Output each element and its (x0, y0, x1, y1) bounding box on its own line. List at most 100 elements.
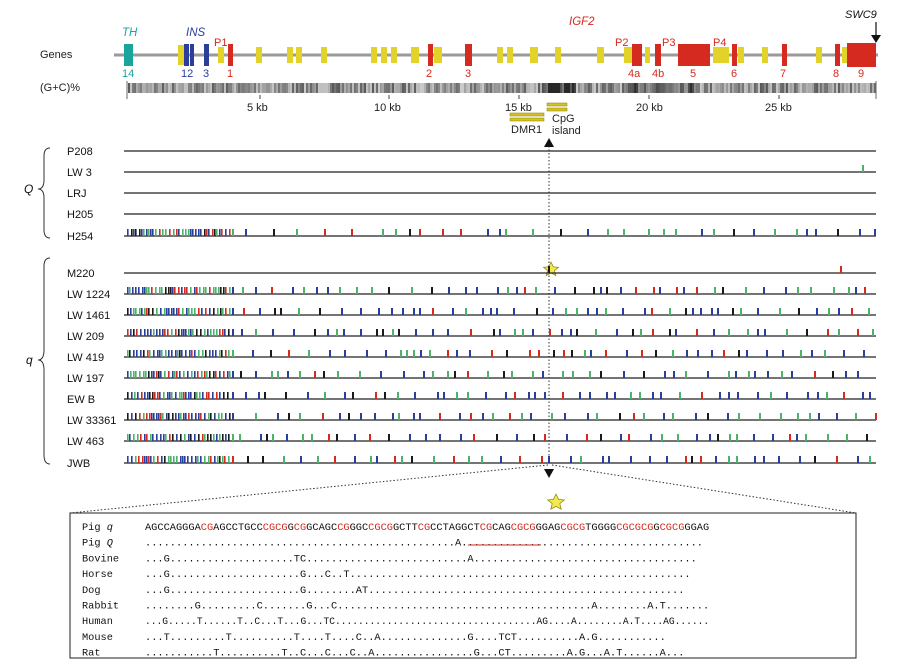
variant-mark (210, 413, 212, 420)
variant-mark (232, 413, 234, 420)
variant-mark (496, 308, 498, 315)
variant-mark (178, 308, 180, 315)
variant-mark (807, 392, 809, 399)
scale-tick-25kb: 25 kb (765, 102, 792, 114)
gc-bin (672, 83, 674, 93)
gc-bin (686, 83, 688, 93)
gc-bin (492, 83, 494, 93)
variant-mark (209, 287, 211, 294)
variant-mark (443, 392, 445, 399)
gc-bin (252, 83, 254, 93)
gc-bin (722, 83, 724, 93)
variant-mark (596, 413, 598, 420)
variant-mark (514, 329, 516, 336)
variant-mark (805, 434, 807, 441)
variant-mark (191, 308, 193, 315)
variant-mark (225, 350, 227, 357)
variant-mark (453, 456, 455, 463)
variant-mark (487, 371, 489, 378)
variant-mark (153, 371, 155, 378)
repeat-block (178, 45, 184, 65)
variant-mark (827, 329, 829, 336)
gc-bin (266, 83, 268, 93)
gc-bin (852, 83, 854, 93)
gc-bin (262, 83, 264, 93)
variant-mark (186, 308, 188, 315)
variant-mark (240, 371, 242, 378)
variant-mark (375, 392, 377, 399)
gc-bin (830, 83, 832, 93)
variant-mark (205, 350, 207, 357)
gc-bin (748, 83, 750, 93)
variant-mark (513, 308, 515, 315)
variant-mark (806, 229, 808, 236)
star-icon (546, 493, 566, 510)
gc-bin (704, 83, 706, 93)
variant-mark (402, 308, 404, 315)
variant-mark (843, 392, 845, 399)
variant-mark (324, 392, 326, 399)
gc-bin (226, 83, 228, 93)
gc-bin (790, 83, 792, 93)
gc-bin (626, 83, 628, 93)
variant-mark (141, 229, 143, 236)
variant-mark (218, 287, 220, 294)
gc-bin (358, 83, 360, 93)
variant-mark (191, 350, 193, 357)
variant-mark (369, 434, 371, 441)
variant-mark (219, 456, 221, 463)
variant-mark (415, 329, 417, 336)
sequence-row: ........G.........C.......G...C.........… (145, 601, 709, 613)
gc-bin (714, 83, 716, 93)
variant-mark (202, 392, 204, 399)
gc-bin (648, 83, 650, 93)
gc-bin (624, 83, 626, 93)
gc-bin (560, 83, 562, 93)
variant-mark (572, 371, 574, 378)
variant-mark (394, 456, 396, 463)
variant-mark (156, 371, 158, 378)
gc-bin (416, 83, 418, 93)
gc-bin (870, 83, 872, 93)
variant-mark (648, 229, 650, 236)
exon-label: 3 (203, 68, 209, 80)
gc-bin (500, 83, 502, 93)
variant-mark (541, 456, 543, 463)
gc-bin (348, 83, 350, 93)
species-label: Rabbit (82, 601, 119, 613)
variant-mark (323, 371, 325, 378)
variant-mark (186, 287, 188, 294)
gc-bin (450, 83, 452, 93)
gc-bin (732, 83, 734, 93)
variant-mark (139, 371, 141, 378)
variant-mark (370, 456, 372, 463)
gc-bin (596, 83, 598, 93)
variant-mark (180, 456, 182, 463)
variant-mark (781, 371, 783, 378)
variant-mark (542, 371, 544, 378)
variant-mark (168, 308, 170, 315)
variant-mark (191, 413, 193, 420)
variant-mark (406, 350, 408, 357)
variant-mark (344, 350, 346, 357)
variant-mark (643, 371, 645, 378)
variant-mark (219, 229, 221, 236)
gc-bin (862, 83, 864, 93)
variant-mark (199, 287, 201, 294)
variant-mark (245, 392, 247, 399)
gc-bin (254, 83, 256, 93)
gc-bin (362, 83, 364, 93)
ins-gene-label: INS (186, 27, 206, 39)
gc-bin (534, 83, 536, 93)
variant-mark (271, 371, 273, 378)
gc-bin (484, 83, 486, 93)
variant-mark (806, 329, 808, 336)
variant-mark (496, 434, 498, 441)
variant-mark (205, 287, 207, 294)
gc-bin (736, 83, 738, 93)
variant-mark (212, 350, 214, 357)
variant-mark (660, 392, 662, 399)
gc-bin (828, 83, 830, 93)
variant-mark (506, 350, 508, 357)
dmr1-bar (509, 112, 545, 117)
